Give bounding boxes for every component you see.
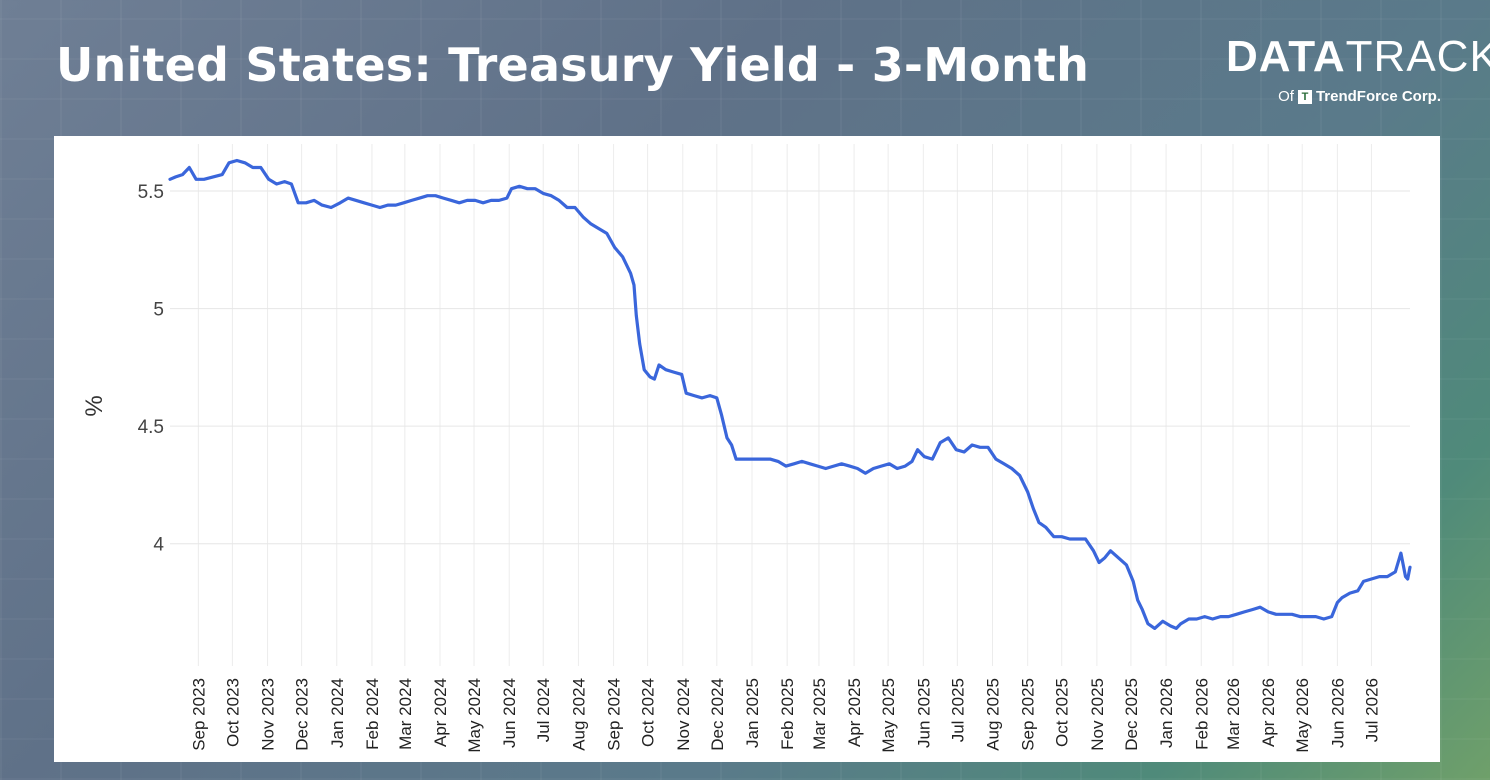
x-tick-label: Jul 2025 [948,678,967,742]
x-tick-label: Oct 2025 [1053,678,1072,747]
horizontal-gridlines [170,190,1410,545]
x-tick-label: May 2024 [465,678,484,753]
x-tick-label: Oct 2023 [223,678,242,747]
logo-wordmark: DATATRACK [1226,32,1490,82]
page-title: United States: Treasury Yield - 3-Month [56,38,1090,92]
x-tick-label: Jul 2026 [1362,678,1381,742]
x-tick-label: Aug 2024 [569,678,588,751]
x-tick-label: Jul 2024 [534,678,553,742]
trendforce-mark-icon: T [1297,89,1312,104]
x-tick-label: Dec 2024 [708,678,727,751]
chart-panel: 4 4.5 5 5.5 Sep 2023 Oct 2023 Nov 2023 Dec 202… [54,136,1440,762]
logo-of-text: Of [1278,88,1294,105]
x-tick-label: Apr 2026 [1259,678,1278,747]
y-axis-tick-labels: 4 4.5 5 5.5 [138,182,165,556]
y-tick-label: 5.5 [138,182,164,203]
yield-line-chart: 4 4.5 5 5.5 Sep 2023 Oct 2023 Nov 2023 Dec 202… [81,144,1412,753]
logo-wordmark-part1: DATA [1226,32,1346,81]
x-tick-label: Sep 2024 [605,678,624,751]
x-tick-label: Feb 2025 [778,678,797,750]
x-tick-label: Feb 2024 [363,678,382,750]
logo-wordmark-part2: TRACK [1345,32,1490,81]
x-tick-label: Feb 2026 [1192,678,1211,750]
x-tick-label: Jan 2025 [743,678,762,748]
x-tick-label: Apr 2025 [845,678,864,747]
y-axis-label: % [81,395,108,416]
x-tick-label: May 2026 [1293,678,1312,753]
x-tick-label: Jan 2024 [328,678,347,748]
datatrack-logo: DATATRACK Of T TrendForce Corp. [1226,32,1490,112]
logo-company-name: TrendForce Corp. [1315,88,1441,105]
x-tick-label: Jun 2026 [1328,678,1347,748]
x-tick-label: Sep 2025 [1019,678,1038,751]
x-tick-label: Sep 2023 [189,678,208,751]
x-tick-label: Aug 2025 [984,678,1003,751]
logo-subline: Of T TrendForce Corp. [1278,88,1441,105]
x-tick-label: Dec 2023 [293,678,312,751]
x-tick-label: Mar 2026 [1224,678,1243,750]
x-tick-label: Oct 2024 [639,678,658,747]
x-tick-label: Jun 2024 [500,678,519,748]
x-axis-tick-labels: Sep 2023 Oct 2023 Nov 2023 Dec 2023 Jan 2024… [189,678,1381,753]
x-tick-label: Apr 2024 [431,678,450,747]
y-tick-label: 4.5 [138,417,164,438]
vertical-gridlines [197,144,1372,666]
x-tick-label: Mar 2024 [396,678,415,750]
y-tick-label: 4 [153,535,164,556]
x-tick-label: Dec 2025 [1122,678,1141,751]
x-tick-label: Nov 2025 [1088,678,1107,751]
x-tick-label: Nov 2023 [259,678,278,751]
x-tick-label: Mar 2025 [810,678,829,750]
x-tick-label: May 2025 [879,678,898,753]
x-tick-label: Nov 2024 [674,678,693,751]
x-tick-label: Jun 2025 [914,678,933,748]
x-tick-label: Jan 2026 [1157,678,1176,748]
y-tick-label: 5 [153,300,164,321]
series-line [168,158,1412,630]
